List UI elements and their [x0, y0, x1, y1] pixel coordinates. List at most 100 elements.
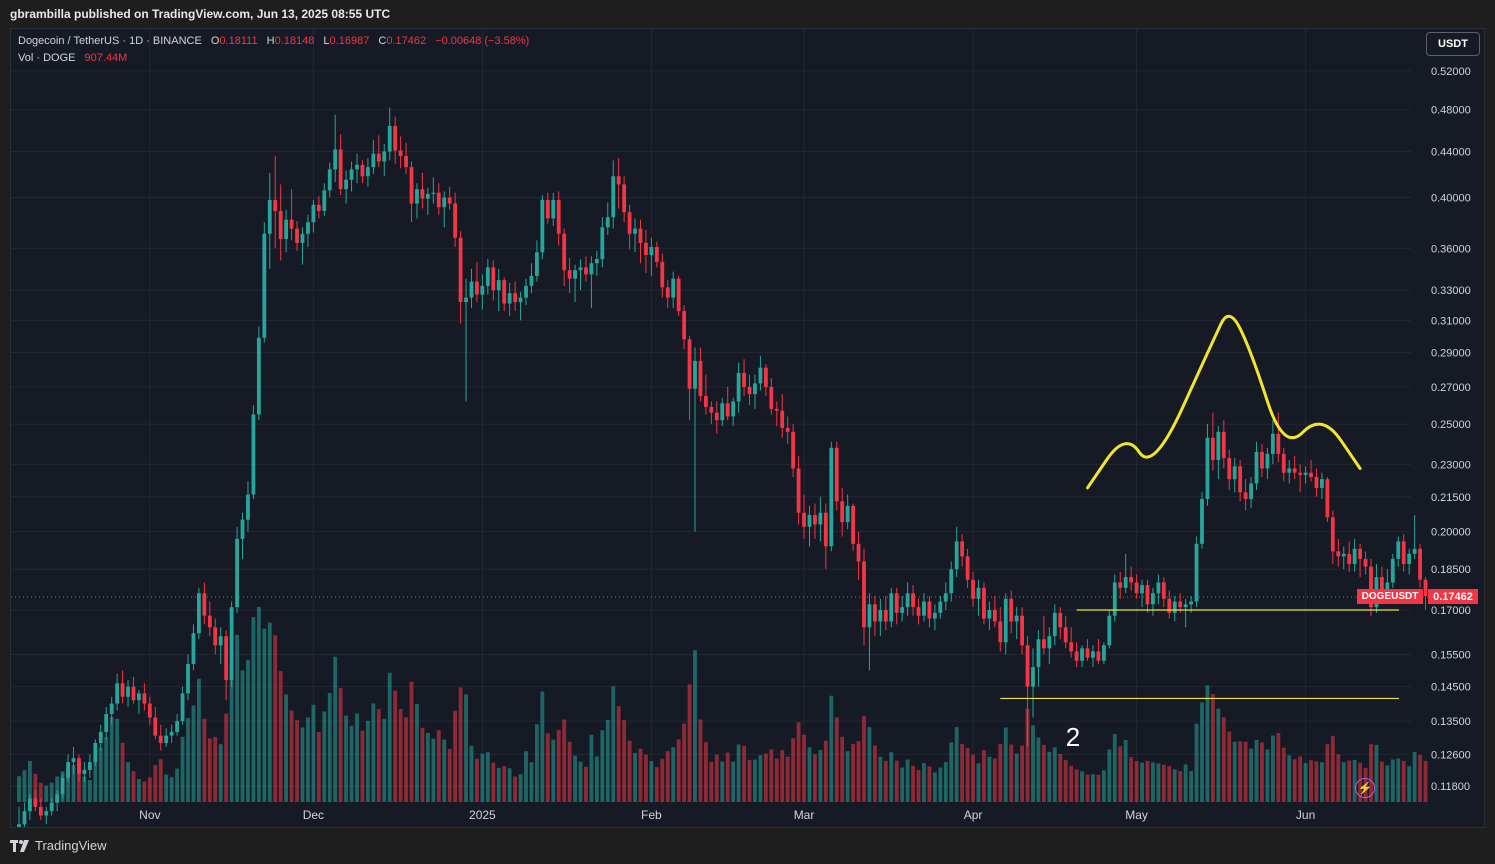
- candle: [965, 548, 970, 588]
- flash-icon[interactable]: ⚡: [1355, 778, 1375, 798]
- volume-bar: [436, 730, 441, 802]
- candle-body: [218, 636, 223, 646]
- volume-bar: [262, 628, 267, 802]
- brand[interactable]: TradingView: [10, 838, 107, 853]
- volume-bar: [894, 760, 899, 802]
- price-chart[interactable]: 0.52000 0.48000 0.44000 0.40000 0.36000 0.330…: [11, 29, 1484, 827]
- candle-body: [584, 267, 588, 275]
- volume-bar: [278, 671, 283, 802]
- candle: [556, 191, 561, 246]
- candle-body: [1052, 612, 1057, 637]
- candle-body: [196, 593, 201, 634]
- candle: [829, 441, 834, 552]
- volume-bar: [1118, 746, 1123, 802]
- volume-bar: [1020, 745, 1025, 802]
- candle: [545, 192, 550, 224]
- volume-bar: [600, 730, 605, 802]
- candle-body: [1309, 472, 1313, 478]
- candle: [840, 487, 845, 537]
- candle-body: [338, 149, 343, 190]
- candle: [1249, 477, 1253, 509]
- volume-bar: [1254, 740, 1259, 802]
- currency-unit-button[interactable]: USDT: [1426, 32, 1480, 56]
- volume-bar: [867, 727, 872, 802]
- volume-bar: [371, 703, 376, 802]
- candle: [365, 158, 370, 187]
- candle: [306, 214, 310, 247]
- candle: [862, 548, 866, 646]
- candle-body: [943, 593, 948, 602]
- volume-bar: [442, 739, 447, 802]
- candle: [120, 670, 125, 704]
- candle: [137, 690, 141, 715]
- volume-bar: [333, 656, 338, 802]
- candle: [33, 790, 38, 812]
- candle-body: [415, 189, 419, 204]
- volume-bar: [845, 751, 850, 802]
- volume-bar: [1200, 702, 1204, 802]
- volume-bar: [387, 672, 392, 802]
- volume-bar: [360, 730, 365, 802]
- volume-bar: [191, 705, 196, 802]
- volume-bar: [409, 681, 414, 802]
- volume-bar: [1423, 760, 1428, 802]
- candle-body: [845, 505, 850, 523]
- head-and-shoulders-annotation: [1086, 314, 1362, 490]
- candle-body: [1205, 437, 1210, 500]
- volume-bar: [147, 777, 152, 802]
- candle: [742, 359, 746, 396]
- volume-bar: [420, 727, 425, 802]
- candle: [927, 596, 932, 628]
- legend-low-label: L: [323, 35, 330, 47]
- volume-bar: [1156, 763, 1161, 802]
- volume-bar: [818, 750, 823, 802]
- volume-bar: [306, 717, 310, 802]
- volume-bar: [475, 758, 479, 802]
- legend-symbol[interactable]: Dogecoin / TetherUS · 1D · BINANCE: [18, 35, 202, 47]
- candle: [878, 598, 883, 637]
- candle: [731, 397, 736, 426]
- volume-bar: [769, 749, 774, 802]
- candle: [273, 155, 278, 249]
- chart-frame[interactable]: 0.52000 0.48000 0.44000 0.40000 0.36000 0.330…: [10, 28, 1485, 828]
- candle: [1009, 590, 1014, 634]
- volume-bar: [322, 711, 327, 802]
- candle: [415, 183, 419, 219]
- candle-body: [436, 192, 441, 208]
- volume-bar: [687, 684, 692, 802]
- candle: [932, 604, 937, 631]
- volume-bar: [496, 767, 501, 802]
- candle: [703, 374, 708, 415]
- volume-bar: [1379, 761, 1384, 802]
- candle-body: [763, 367, 768, 387]
- candle-body: [900, 607, 905, 613]
- candle-body: [1123, 577, 1128, 588]
- candle: [616, 158, 621, 209]
- candle: [1085, 639, 1090, 661]
- candle-body: [475, 281, 479, 295]
- volume-bar: [763, 753, 768, 802]
- candle-body: [1031, 667, 1035, 687]
- candle-body: [1091, 651, 1095, 658]
- volume-bar: [1014, 753, 1019, 802]
- volume-bar: [1003, 727, 1008, 802]
- volume-bar: [534, 724, 539, 802]
- candle: [905, 582, 910, 616]
- volume-bar: [649, 761, 654, 802]
- candle-body: [1194, 543, 1199, 602]
- candle: [425, 187, 430, 215]
- volume-bar: [480, 753, 485, 802]
- legend-volume: 907.44M: [84, 52, 128, 64]
- volume-bar: [180, 736, 185, 802]
- y-tick-label: 0.21500: [1431, 492, 1471, 504]
- volume-bar: [556, 729, 561, 802]
- candle-body: [1358, 548, 1363, 559]
- candle-body: [998, 621, 1003, 643]
- candle: [349, 161, 354, 192]
- candle-body: [404, 155, 408, 168]
- legend-volume-label[interactable]: Vol · DOGE: [18, 52, 76, 64]
- volume-bar: [714, 754, 719, 802]
- candle-body: [682, 311, 687, 340]
- candle: [300, 227, 305, 265]
- volume-bar: [807, 747, 812, 802]
